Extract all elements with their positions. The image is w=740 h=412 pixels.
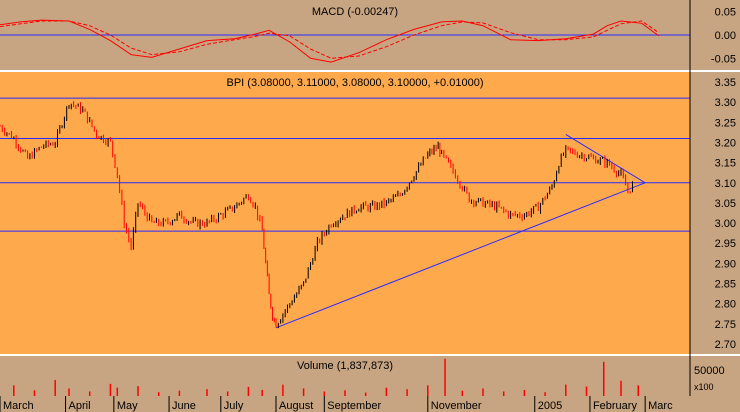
price-y-tick: 2.70 [715, 339, 736, 351]
price-y-tick: 3.30 [715, 97, 736, 109]
price-y-tick: 3.05 [715, 198, 736, 210]
price-y-tick: 2.90 [715, 258, 736, 270]
x-tick-label: April [69, 400, 91, 412]
x-tick-label: June [172, 400, 196, 412]
x-tick-label: 2005 [538, 400, 562, 412]
price-panel-bg [0, 72, 690, 354]
x-tick-label: March [3, 400, 34, 412]
volume-unit-label: x100 [694, 382, 714, 392]
price-y-tick: 2.75 [715, 319, 736, 331]
x-tick-label: February [593, 400, 638, 412]
price-trendline [565, 134, 646, 184]
price-y-tick: 3.35 [715, 77, 736, 89]
macd-series-dashed [0, 20, 660, 59]
price-y-tick: 3.00 [715, 218, 736, 230]
price-trendline [275, 182, 646, 329]
price-y-tick: 3.15 [715, 158, 736, 170]
macd-y-tick: 0.00 [715, 30, 736, 42]
x-tick-label: August [279, 400, 313, 412]
price-y-ticks: 3.35 3.30 3.25 3.20 3.15 3.10 3.05 3.00 2.95 2.90… [715, 77, 736, 351]
price-y-tick: 2.85 [715, 279, 736, 291]
price-y-tick: 3.10 [715, 178, 736, 190]
x-tick-label: September [327, 400, 381, 412]
macd-y-ticks: 0.05 0.00 -0.05 [711, 7, 736, 66]
macd-lines [0, 19, 660, 63]
x-tick-label: Marc [648, 400, 673, 412]
price-bars [0, 101, 633, 329]
x-axis-bg [0, 396, 740, 412]
macd-series-solid [0, 19, 660, 63]
price-y-tick: 2.95 [715, 238, 736, 250]
price-trendlines [275, 134, 646, 329]
macd-y-tick: 0.05 [715, 7, 736, 19]
price-y-tick: 3.25 [715, 117, 736, 129]
x-tick-label: November [431, 400, 482, 412]
x-tick-label: May [117, 400, 138, 412]
price-guide-lines [0, 97, 690, 232]
price-axis-bg [690, 72, 740, 354]
volume-axis-bg [690, 356, 740, 396]
volume-tick-50000: 50000 [694, 365, 725, 377]
volume-panel-bg [0, 356, 690, 396]
macd-axis-bg [690, 0, 740, 70]
price-title: BPI (3.08000, 3.11000, 3.08000, 3.10000,… [227, 77, 484, 89]
price-y-tick: 2.80 [715, 299, 736, 311]
macd-title: MACD (-0.00247) [312, 6, 398, 18]
volume-bars [13, 358, 639, 396]
x-tick-label: July [224, 400, 244, 412]
x-axis: March April May June July August September Nove… [0, 396, 673, 412]
macd-y-tick: -0.05 [711, 53, 736, 65]
volume-title: Volume (1,837,873) [297, 360, 393, 372]
price-y-tick: 3.20 [715, 138, 736, 150]
